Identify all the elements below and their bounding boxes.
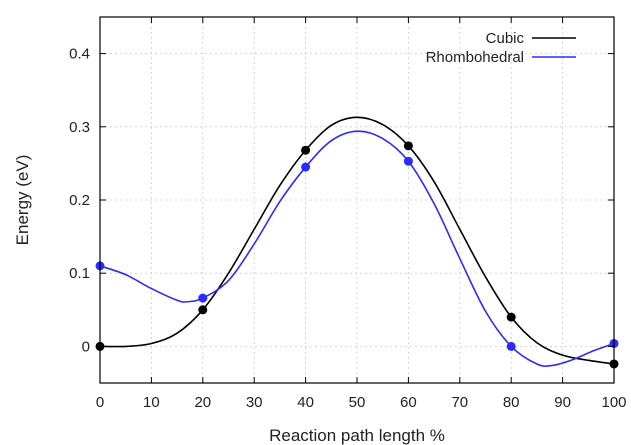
y-axis-label: Energy (eV)	[13, 155, 32, 246]
x-tick-label: 50	[349, 394, 366, 411]
legend-label-rhombohedral: Rhombohedral	[426, 49, 524, 66]
data-point-rhombohedral	[403, 156, 413, 166]
grid	[100, 17, 614, 383]
data-point-rhombohedral	[506, 341, 516, 351]
x-tick-label: 10	[143, 394, 160, 411]
x-tick-label: 80	[503, 394, 520, 411]
data-point-rhombohedral	[301, 162, 311, 172]
legend: Cubic Rhombohedral	[426, 30, 576, 66]
legend-label-cubic: Cubic	[486, 30, 525, 47]
x-tick-label: 40	[297, 394, 314, 411]
x-axis-ticks: 0 10 20 30 40 50 60 70 80 90 100	[96, 17, 627, 411]
y-tick-label: 0.4	[69, 46, 90, 63]
y-axis-ticks: 0 0.1 0.2 0.3 0.4	[69, 46, 614, 355]
data-point-cubic	[403, 141, 413, 151]
series-markers	[95, 141, 619, 369]
x-axis-label: Reaction path length %	[269, 426, 445, 445]
x-tick-label: 60	[400, 394, 417, 411]
y-tick-label: 0.3	[69, 119, 90, 136]
data-point-rhombohedral	[198, 293, 208, 303]
data-point-cubic	[506, 312, 516, 322]
x-tick-label: 100	[601, 394, 626, 411]
series-line-rhombohedral	[99, 130, 615, 367]
data-point-cubic	[198, 305, 208, 315]
series-line-cubic	[99, 116, 615, 365]
x-tick-label: 70	[451, 394, 468, 411]
x-tick-label: 0	[96, 394, 104, 411]
x-tick-label: 30	[246, 394, 263, 411]
y-tick-label: 0	[82, 338, 90, 355]
data-point-cubic	[301, 145, 311, 155]
x-tick-label: 90	[554, 394, 571, 411]
x-tick-label: 20	[194, 394, 211, 411]
series-curves	[99, 116, 615, 367]
y-tick-label: 0.1	[69, 265, 90, 282]
y-tick-label: 0.2	[69, 192, 90, 209]
